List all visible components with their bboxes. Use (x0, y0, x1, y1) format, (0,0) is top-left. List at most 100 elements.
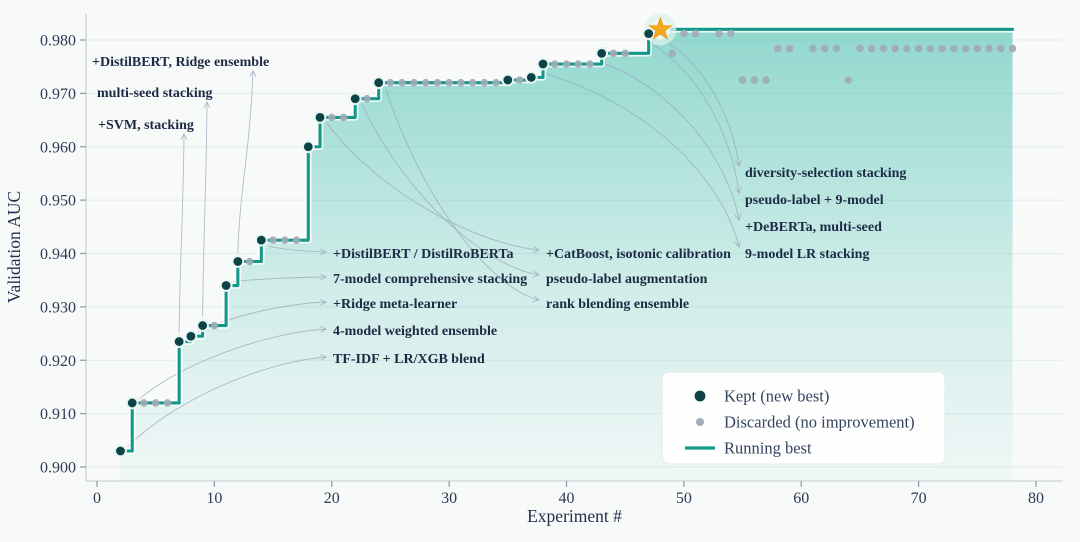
discarded-point (1008, 44, 1017, 53)
discarded-point (856, 44, 864, 53)
annotation-arrowhead (532, 295, 540, 303)
annotation-arrow (237, 70, 254, 253)
annotation-arrowhead (532, 270, 540, 278)
annotation-arrow (542, 72, 740, 248)
kept-point (114, 444, 127, 458)
annotation-arrow (178, 133, 185, 333)
annotation-arrowhead (319, 298, 327, 306)
y-tick-label: 0.900 (40, 460, 76, 477)
y-tick-label: 0.920 (40, 353, 76, 370)
x-axis-title: Experiment # (527, 506, 622, 526)
annotation-label: +DistilBERT / DistilRoBERTa (333, 247, 513, 262)
kept-point (125, 396, 139, 410)
kept-point (524, 70, 538, 84)
x-tick-label: 60 (793, 490, 809, 507)
discarded-point (832, 44, 841, 53)
discarded-point (327, 113, 336, 122)
discarded-point (445, 78, 453, 87)
discarded-point (515, 76, 524, 84)
discarded-point (550, 60, 559, 68)
discarded-point (938, 44, 946, 53)
x-tick-label: 30 (441, 490, 457, 507)
discarded-point (292, 236, 301, 244)
kept-point (372, 76, 386, 90)
kept-point (254, 233, 268, 247)
legend-discarded-dot-icon (696, 418, 704, 426)
running-best-area-fill (120, 29, 1013, 481)
annotation-arrowhead (319, 354, 327, 361)
discarded-point (586, 60, 594, 68)
discarded-point (210, 321, 219, 330)
y-tick-label: 0.970 (40, 86, 76, 103)
discarded-point (691, 29, 700, 38)
annotation-arrowhead (532, 246, 540, 253)
discarded-point (914, 44, 923, 53)
annotation-arrowhead (734, 240, 742, 248)
discarded-point (715, 29, 723, 38)
annotation-label: TF-IDF + LR/XGB blend (333, 352, 485, 367)
annotation-label: 9-model LR stacking (745, 247, 869, 262)
discarded-point (785, 44, 794, 53)
annotation-label: +DistilBERT, Ridge ensemble (92, 55, 269, 70)
annotation-arrow (361, 104, 540, 276)
discarded-point (269, 236, 277, 244)
discarded-point (140, 399, 148, 407)
discarded-point (750, 76, 759, 84)
kept-point (301, 140, 315, 154)
discarded-point (844, 76, 852, 84)
x-tick-label: 0 (93, 490, 101, 507)
kept-point (184, 329, 198, 343)
discarded-point (680, 29, 688, 38)
annotation-arrow (202, 101, 208, 317)
y-tick-label: 0.980 (40, 33, 76, 50)
kept-point (231, 255, 245, 268)
x-tick-label: 50 (676, 490, 692, 507)
y-tick-label: 0.940 (40, 246, 76, 263)
annotation-label: +DeBERTa, multi-seed (745, 220, 882, 235)
discarded-point (421, 78, 430, 87)
kept-point (196, 319, 210, 332)
discarded-point (809, 44, 817, 53)
annotation-arrowhead (319, 248, 327, 256)
annotation-arrow (660, 37, 740, 167)
kept-point (501, 73, 515, 87)
annotation-label: pseudo-label augmentation (546, 272, 708, 287)
kept-point (536, 57, 550, 71)
x-tick-label: 40 (559, 490, 575, 507)
annotation-arrow (601, 61, 740, 221)
discarded-point (961, 44, 970, 53)
discarded-point (950, 44, 958, 53)
discarded-point (903, 44, 911, 53)
annotation-label: +Ridge meta-learner (333, 297, 457, 312)
discarded-point (363, 94, 371, 103)
discarded-point (738, 76, 747, 84)
discarded-point (609, 49, 618, 58)
discarded-point (973, 44, 982, 53)
y-tick-label: 0.930 (40, 299, 76, 316)
y-tick-label: 0.950 (40, 193, 76, 210)
annotation-arrow (268, 245, 327, 253)
discarded-point (480, 78, 489, 87)
best-star-icon (648, 16, 673, 40)
annotation-arrowhead (734, 213, 742, 221)
discarded-point (727, 29, 735, 38)
discarded-point (245, 257, 254, 266)
annotation-arrowhead (319, 325, 327, 333)
annotation-arrowhead (203, 101, 211, 108)
annotation-label: pseudo-label + 9-model (745, 193, 884, 208)
x-tick-label: 10 (206, 490, 222, 507)
discarded-point (926, 44, 935, 53)
legend-kept-dot-icon (694, 390, 706, 402)
annotation-label: rank blending ensemble (546, 297, 689, 312)
annotation-arrowhead (734, 186, 742, 194)
y-tick-label: 0.910 (40, 406, 76, 423)
discarded-point (985, 44, 993, 53)
annotation-label: diversity-selection stacking (745, 166, 906, 181)
legend-label: Discarded (no improvement) (724, 413, 915, 432)
discarded-point (468, 78, 477, 87)
discarded-point (621, 49, 629, 58)
discarded-point (410, 78, 418, 87)
kept-point (348, 92, 362, 106)
discarded-point (879, 44, 888, 53)
